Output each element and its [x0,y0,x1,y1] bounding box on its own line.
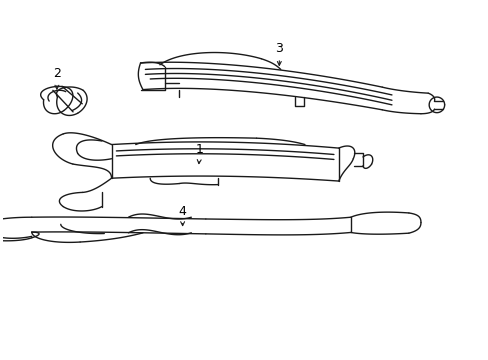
Text: 2: 2 [53,67,61,89]
Text: 4: 4 [178,205,186,226]
Text: 1: 1 [196,143,203,163]
Text: 3: 3 [275,42,283,66]
